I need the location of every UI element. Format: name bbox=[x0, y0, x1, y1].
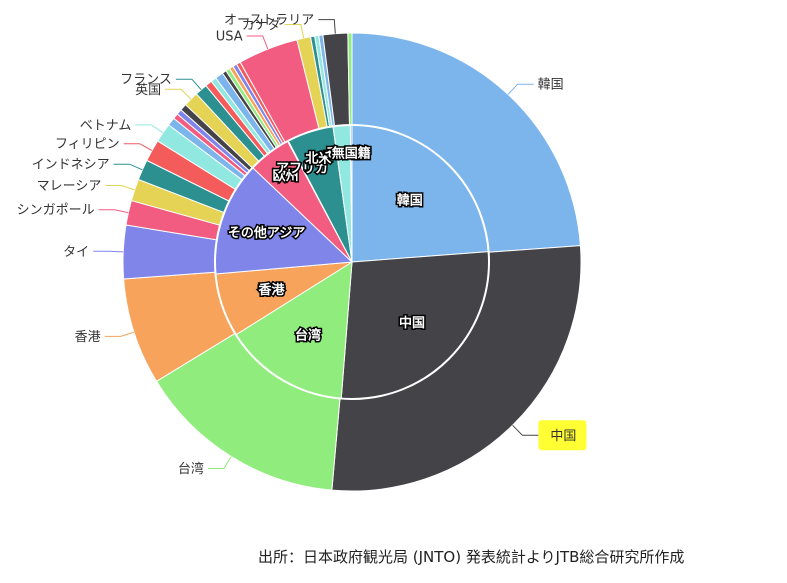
connector-15 bbox=[165, 88, 192, 100]
inner-label-5: その他アジア bbox=[228, 225, 305, 241]
inner-label-8: 北米 bbox=[305, 151, 332, 167]
inner-label-6: 欧州 bbox=[273, 168, 299, 184]
outer-label-30: オーストラリア bbox=[224, 13, 314, 28]
connector-3 bbox=[207, 456, 232, 469]
connector-26 bbox=[284, 24, 305, 39]
outer-label-5: タイ bbox=[63, 245, 89, 260]
highlight-box bbox=[538, 420, 587, 451]
connector-10 bbox=[135, 124, 164, 134]
connector-4 bbox=[104, 331, 135, 337]
connector-7 bbox=[105, 185, 135, 191]
outer-label-9: フィリピン bbox=[55, 137, 120, 152]
connector-1 bbox=[507, 83, 534, 95]
connector-8 bbox=[113, 163, 143, 171]
outer-label-2: 中国 bbox=[550, 429, 576, 444]
outer-labels: 韓国中国台湾香港タイシンガポールマレーシアインドネシアフィリピンベトナム英国フラ… bbox=[17, 13, 587, 477]
connector-5 bbox=[93, 250, 124, 253]
inner-ring bbox=[214, 124, 490, 400]
outer-label-10: ベトナム bbox=[80, 118, 132, 133]
outer-label-8: インドネシア bbox=[32, 158, 110, 173]
inner-label-7: アフリカ bbox=[276, 162, 328, 177]
inner-label-10: 無国籍 bbox=[332, 145, 371, 161]
outer-label-3: 台湾 bbox=[178, 461, 204, 477]
outer-label-25: USA bbox=[216, 30, 243, 45]
connector-9 bbox=[123, 143, 153, 151]
connector-25 bbox=[246, 35, 269, 50]
outer-label-15: 英国 bbox=[135, 83, 161, 98]
inner-label-4: 香港 bbox=[257, 282, 285, 298]
inner-label-1: 韓国 bbox=[397, 193, 423, 209]
ring-separator bbox=[214, 124, 490, 400]
inner-label-2: 中国 bbox=[399, 315, 425, 331]
connector-30 bbox=[318, 19, 336, 34]
inner-label-3: 台湾 bbox=[295, 328, 321, 344]
outer-label-6: シンガポール bbox=[17, 203, 95, 218]
outer-label-16: フランス bbox=[120, 73, 172, 88]
outer-label-4: 香港 bbox=[75, 330, 101, 345]
connector-6 bbox=[98, 209, 129, 214]
inner-label-9: その他 bbox=[324, 146, 363, 162]
outer-label-7: マレーシア bbox=[37, 179, 102, 194]
outer-label-1: 韓国 bbox=[538, 78, 564, 93]
connector-16 bbox=[175, 78, 202, 91]
outer-label-26: カナダ bbox=[242, 18, 281, 33]
source-note: 出所：日本政府観光局 (JNTO) 発表統計よりJTB総合研究所作成 bbox=[258, 548, 685, 566]
connector-2 bbox=[512, 424, 539, 436]
